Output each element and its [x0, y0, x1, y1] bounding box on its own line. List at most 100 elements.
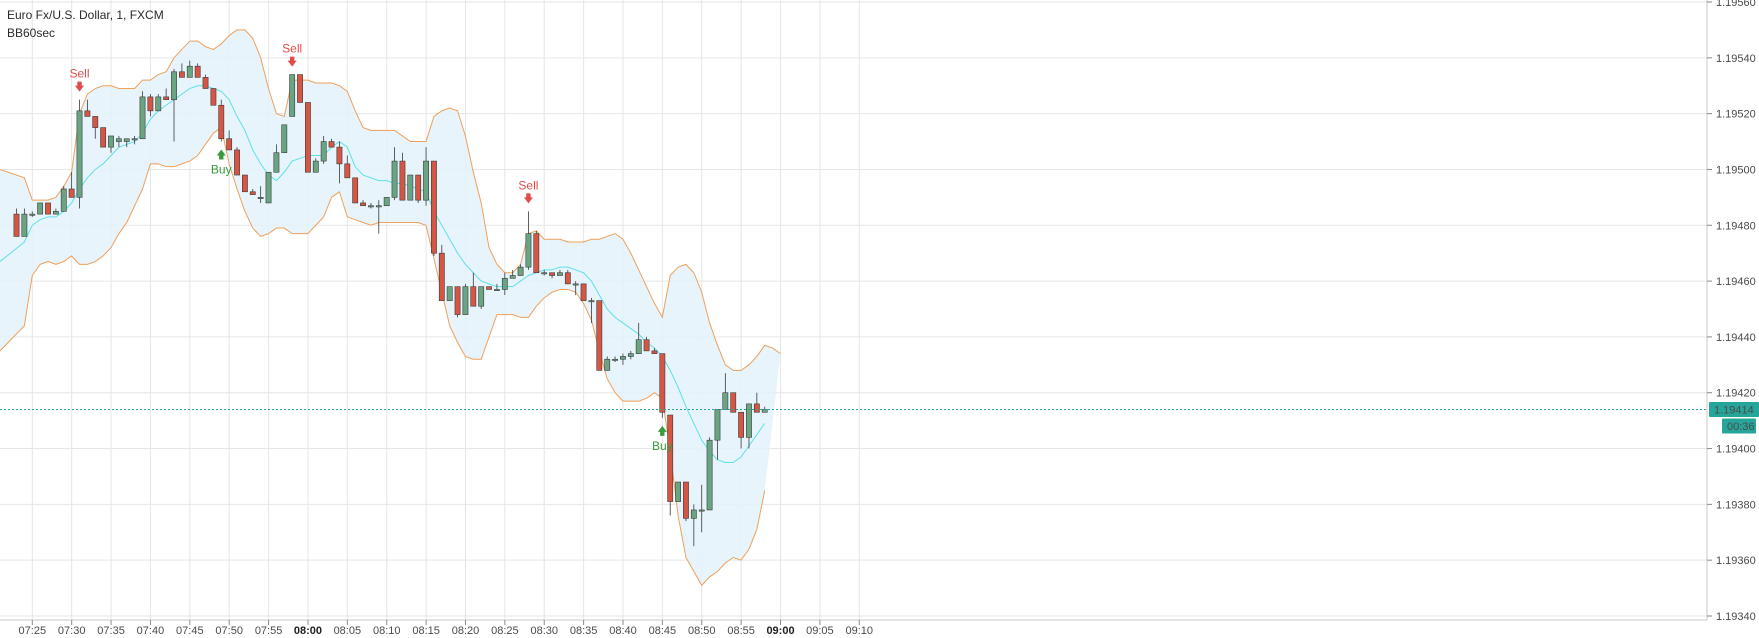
candle-body-up — [517, 266, 524, 276]
candle — [478, 286, 485, 309]
candle — [564, 269, 571, 285]
candle — [423, 147, 429, 206]
candle — [108, 135, 114, 153]
candle-body-down — [242, 174, 248, 193]
sell-signal-label: Sell — [282, 42, 302, 56]
candle-body-up — [257, 197, 264, 199]
time-tick-label: 09:05 — [806, 625, 834, 637]
candle — [580, 283, 587, 301]
candle-body-up — [509, 275, 516, 279]
candle-body-up — [391, 160, 398, 198]
candle — [596, 300, 603, 371]
price-tick-label: 1.19460 — [1716, 276, 1756, 288]
price-tick-label: 1.19560 — [1716, 0, 1756, 9]
candle-body-up — [289, 74, 296, 117]
candle-body-down — [549, 272, 555, 276]
price-axis[interactable]: 1.19340 1.19360 1.19380 1.19400 1.19420 1.194… — [1707, 0, 1756, 623]
countdown-label: 00:36 — [1722, 418, 1756, 434]
candle — [462, 283, 469, 315]
candle — [218, 99, 225, 142]
candle-body-up — [108, 135, 114, 148]
candle-body-down — [194, 65, 201, 78]
candle — [525, 211, 532, 270]
buy-arrow-icon — [657, 425, 667, 436]
candle — [13, 208, 20, 237]
candle-body-down — [178, 71, 185, 78]
candle — [178, 63, 185, 78]
candle — [210, 88, 217, 106]
candle-body-down — [352, 177, 359, 204]
candle — [698, 484, 705, 533]
candle-body-up — [557, 272, 563, 276]
candle — [194, 63, 201, 78]
time-tick-label: 07:45 — [176, 625, 204, 637]
candle — [399, 152, 406, 201]
candle — [84, 99, 91, 117]
candles-group — [13, 60, 768, 547]
candle-body-down — [667, 414, 674, 502]
candle-body-up — [21, 213, 28, 237]
candle-body-up — [375, 205, 382, 208]
candle — [171, 68, 177, 142]
candle — [588, 297, 595, 323]
time-tick-label: 08:15 — [412, 625, 440, 637]
bollinger-band-fill — [0, 29, 781, 586]
time-tick-label: 07:50 — [215, 625, 243, 637]
candle — [234, 147, 240, 176]
candle-body-down — [738, 411, 744, 438]
price-tick-label: 1.19520 — [1716, 109, 1756, 121]
candle — [415, 174, 422, 203]
price-axis-background — [1707, 0, 1759, 638]
candle-body-down — [659, 353, 666, 413]
candle — [281, 124, 288, 154]
time-tick-label: 09:00 — [766, 625, 794, 637]
candle — [100, 127, 107, 148]
candle-body-up — [60, 188, 67, 212]
candle — [627, 350, 634, 360]
candle-body-down — [643, 339, 650, 352]
candle-body-up — [281, 124, 288, 154]
candle — [257, 186, 264, 203]
candle-body-up — [478, 286, 485, 307]
candle-body-up — [320, 141, 327, 162]
candle-body-down — [84, 110, 91, 117]
chart-title: Euro Fx/U.S. Dollar, 1, FXCM — [7, 8, 164, 22]
candle-body-up — [171, 71, 177, 100]
time-tick-label: 07:40 — [137, 625, 165, 637]
candle — [438, 244, 445, 301]
candle — [690, 504, 697, 547]
candle-body-down — [580, 283, 587, 301]
candle-body-up — [588, 300, 595, 303]
time-tick-label: 07:25 — [19, 625, 47, 637]
candle — [29, 211, 36, 217]
time-tick-label: 08:45 — [649, 625, 677, 637]
lower-band-line — [0, 126, 766, 587]
candle-body-down — [533, 233, 540, 274]
time-tick-label: 08:25 — [491, 625, 519, 637]
current-price-label: 1.19414 — [1709, 401, 1759, 417]
candle-body-up — [706, 439, 713, 511]
candle — [706, 437, 713, 511]
candle-body-up — [722, 392, 729, 410]
candle — [572, 281, 579, 296]
candle — [557, 269, 563, 276]
candle-body-down — [454, 286, 461, 315]
candle-body-up — [494, 289, 500, 291]
current-price-value: 1.19414 — [1714, 404, 1754, 416]
candle — [659, 353, 666, 418]
time-axis[interactable]: 07:25 07:30 07:35 07:40 07:45 07:50 07:55 08:00… — [19, 620, 874, 637]
candle — [612, 356, 618, 363]
candle — [37, 202, 44, 215]
indicator-label: BB60sec — [7, 26, 55, 40]
time-tick-label: 08:10 — [373, 625, 401, 637]
candle — [675, 481, 681, 502]
candle-body-down — [305, 102, 311, 173]
candle-body-down — [651, 350, 658, 354]
price-tick-label: 1.19420 — [1716, 388, 1756, 400]
candle-body-up — [423, 160, 429, 201]
candle-body-down — [297, 74, 303, 103]
candle-body-down — [328, 141, 335, 148]
candle-body-down — [564, 272, 571, 285]
candle — [352, 177, 359, 204]
